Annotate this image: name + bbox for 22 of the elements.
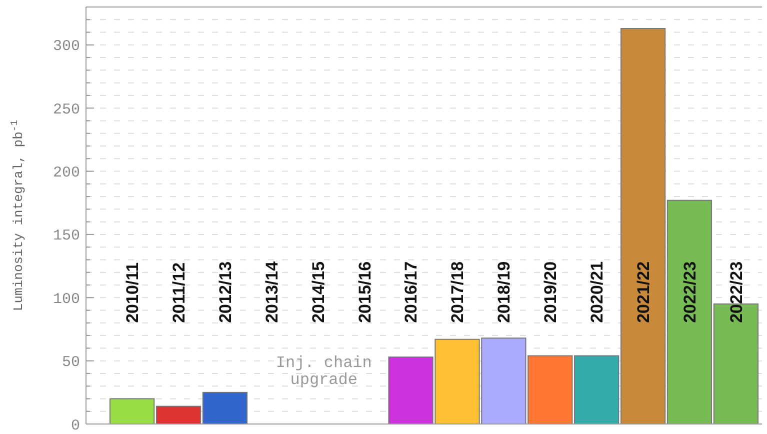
y-tick-label: 150 bbox=[52, 228, 80, 245]
x-tick-label: 2016/17 bbox=[402, 261, 421, 323]
x-tick-label: 2022/23 bbox=[726, 261, 746, 323]
y-tick-label: 250 bbox=[52, 101, 80, 118]
x-tick-label: 2017/18 bbox=[448, 261, 468, 323]
y-tick-label: 200 bbox=[52, 164, 80, 182]
x-tick-label: 2020/21 bbox=[588, 261, 607, 323]
x-tick-label: 2015/16 bbox=[355, 261, 374, 323]
y-tick-label: 0 bbox=[70, 417, 80, 434]
x-tick-label: 2011/12 bbox=[169, 262, 188, 323]
x-tick-label: 2012/13 bbox=[216, 261, 235, 323]
x-tick-label: 2021/22 bbox=[634, 261, 653, 323]
annotation: Inj. chain upgrade bbox=[276, 354, 372, 389]
x-tick-label: 2019/20 bbox=[541, 261, 560, 323]
y-tick-label: 300 bbox=[52, 38, 80, 56]
x-tick-label: 2014/15 bbox=[308, 261, 328, 323]
x-tick-label: 2010/11 bbox=[123, 262, 142, 323]
x-tick-label: 2018/19 bbox=[494, 261, 514, 323]
y-tick-label: 100 bbox=[52, 290, 80, 308]
x-tick-label: 2022/23 bbox=[680, 261, 700, 323]
x-tick-label: 2013/14 bbox=[262, 260, 282, 323]
y-tick-label: 50 bbox=[62, 354, 80, 372]
